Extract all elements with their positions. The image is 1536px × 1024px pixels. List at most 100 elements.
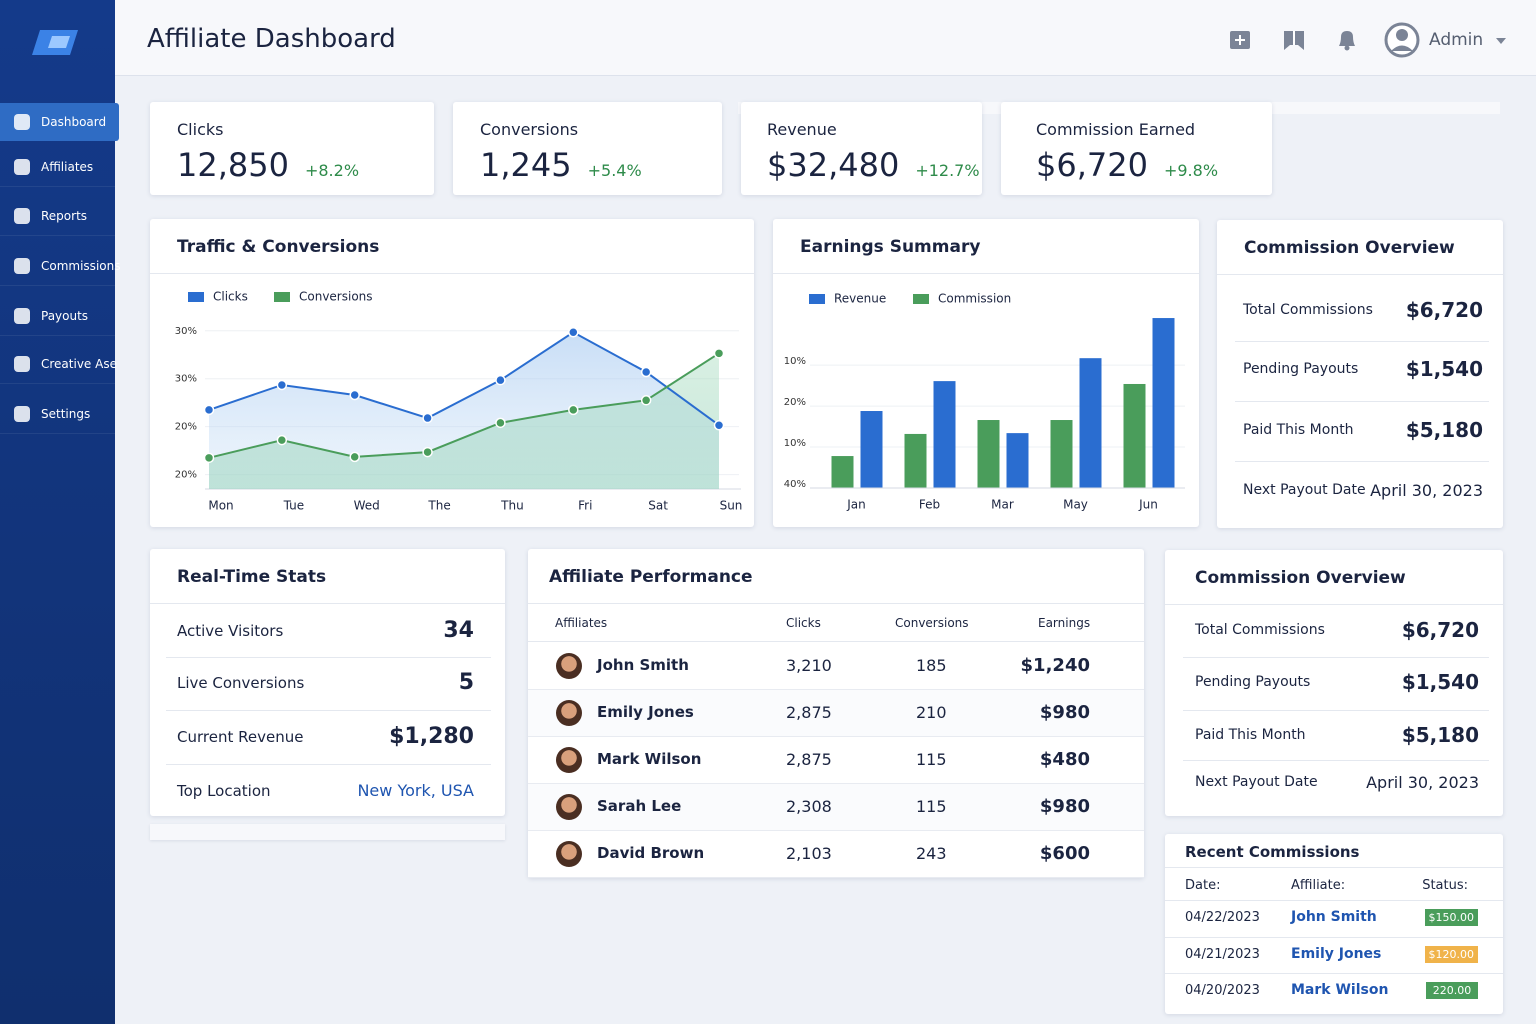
row-divider (166, 764, 491, 765)
row-value: 5 (458, 670, 474, 695)
row-value: $5,180 (1405, 418, 1483, 442)
row-label: Active Visitors (177, 622, 284, 640)
row-bg (528, 784, 1144, 831)
row-divider (166, 657, 491, 658)
avatar (556, 747, 582, 773)
nav-label[interactable]: Settings (41, 407, 91, 421)
nav-icon (14, 406, 30, 422)
sidebar: Dashboard Affiliates Reports Commissions Pay… (0, 0, 120, 1024)
nav-item[interactable]: Commissions (0, 247, 120, 286)
nav-item[interactable]: Creative Ase (0, 345, 117, 384)
row-label: Current Revenue (177, 728, 304, 746)
nav-item[interactable]: Affiliates (0, 148, 115, 187)
card-title: Commission Overview (1244, 238, 1455, 258)
card-title: Real-Time Stats (177, 567, 327, 587)
row-divider (1235, 340, 1489, 342)
row-value: April 30, 2023 (1370, 481, 1483, 500)
row-divider (1165, 900, 1503, 901)
row-label: Paid This Month (1243, 422, 1354, 438)
date: 04/20/2023 (1185, 983, 1260, 998)
affiliate-name: John Smith (597, 656, 689, 674)
row-value: $1,280 (389, 724, 474, 749)
conversions: 210 (916, 703, 947, 722)
earnings: $600 (1039, 843, 1090, 864)
kpi-label: Clicks (177, 120, 224, 139)
kpi-card: Commission Earned $6,720 +9.8% (1001, 102, 1272, 195)
row-label: Total Commissions (1195, 622, 1325, 638)
header-bg (528, 641, 1144, 642)
nav-label[interactable]: Affiliates (41, 160, 94, 174)
conversions: 243 (916, 844, 947, 863)
kpi-value-row: $32,480 +12.7% (767, 146, 980, 184)
row-value: $1,540 (1401, 670, 1479, 694)
affiliate-link[interactable]: Emily Jones (1291, 945, 1382, 962)
performance-card: Affiliate Performance Affiliates Clicks Co… (528, 549, 1144, 878)
row-value: $6,720 (1401, 618, 1479, 642)
column-header: Date: (1185, 878, 1221, 893)
nav-label[interactable]: Payouts (41, 309, 89, 323)
nav-label[interactable]: Reports (41, 209, 88, 223)
clicks: 3,210 (786, 656, 832, 675)
row-divider (166, 710, 491, 711)
divider (150, 603, 505, 604)
affiliate-name: Mark Wilson (597, 750, 702, 768)
row-bg (528, 690, 1144, 737)
column-header: Clicks (786, 616, 821, 630)
nav-item[interactable]: Settings (0, 395, 115, 434)
nav-label[interactable]: Commissions (41, 259, 121, 273)
kpi-value: $6,720 (1036, 146, 1148, 184)
affiliate-link[interactable]: Mark Wilson (1291, 982, 1389, 998)
row-divider (1235, 461, 1489, 462)
kpi-card: Clicks 12,850 +8.2% (150, 102, 434, 195)
avatar (556, 841, 582, 867)
row-value: 34 (443, 618, 474, 643)
row-divider (1165, 973, 1503, 974)
nav-item[interactable]: Reports (0, 197, 115, 236)
user-name[interactable]: Admin (1429, 30, 1484, 50)
nav-item[interactable]: Payouts (0, 297, 115, 336)
kpi-change: +9.8% (1163, 161, 1219, 180)
status-badge: $120.00 (1424, 945, 1478, 963)
kpi-label: Conversions (480, 120, 579, 139)
earnings: $1,240 (1020, 655, 1090, 676)
affiliate-link[interactable]: John Smith (1291, 909, 1377, 925)
row-bg (528, 737, 1144, 784)
recent-commissions-card: Recent Commissions Date: Affiliate: Status… (1165, 834, 1503, 1014)
divider (1217, 274, 1503, 275)
row-value: $5,180 (1401, 723, 1479, 747)
divider (528, 603, 1144, 604)
kpi-label: Commission Earned (1036, 120, 1196, 139)
nav-label[interactable]: Creative Ase (41, 357, 117, 371)
row-label: Next Payout Date (1195, 774, 1318, 790)
row-divider (1165, 936, 1503, 938)
nav-label[interactable]: Dashboard (41, 115, 107, 129)
row-label: Live Conversions (177, 674, 305, 692)
row-label: Paid This Month (1195, 727, 1306, 743)
nav-item[interactable]: Dashboard (0, 103, 119, 141)
traffic-card: Traffic & Conversions (150, 219, 754, 527)
row-divider (1183, 709, 1489, 711)
row-value: New York, USA (357, 781, 474, 800)
nav-icon (14, 308, 30, 324)
kpi-value-row: $6,720 +9.8% (1036, 146, 1218, 184)
conversions: 185 (916, 656, 947, 675)
row-label: Pending Payouts (1243, 361, 1359, 377)
kpi-value: $32,480 (767, 146, 900, 184)
nav-icon (14, 114, 30, 130)
divider (1165, 867, 1503, 868)
card-title: Commission Overview (1195, 568, 1406, 588)
kpi-label: Revenue (767, 120, 837, 139)
nav-icon (14, 356, 30, 372)
row-label: Top Location (177, 782, 271, 800)
status-badge: $150.00 (1424, 909, 1478, 926)
kpi-card: Revenue $32,480 +12.7% (741, 102, 982, 195)
column-header: Conversions (895, 616, 969, 630)
row-bg (528, 643, 1144, 690)
column-header: Earnings (1038, 616, 1091, 630)
date: 04/22/2023 (1185, 910, 1260, 925)
kpi-change: +8.2% (304, 161, 360, 180)
earnings: $480 (1039, 749, 1090, 770)
row-value: April 30, 2023 (1366, 773, 1479, 792)
